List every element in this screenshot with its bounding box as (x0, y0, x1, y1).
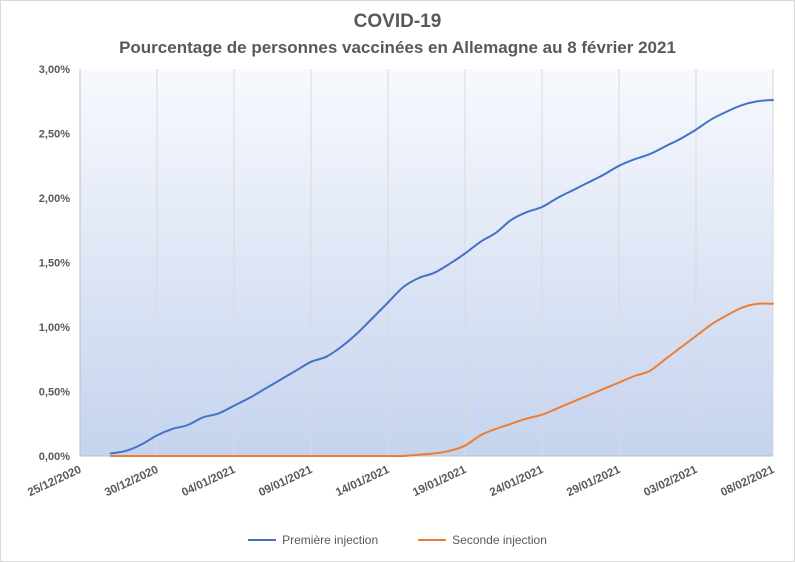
plot-area (80, 69, 773, 456)
x-tick-label: 25/12/2020 (26, 464, 83, 499)
legend-swatch-seconde (418, 539, 447, 541)
chart-subtitle: Pourcentage de personnes vaccinées en Al… (119, 38, 676, 57)
x-tick-label: 14/01/2021 (334, 464, 392, 499)
legend-label-seconde: Seconde injection (452, 533, 547, 547)
x-axis: 25/12/2020 30/12/2020 04/01/2021 09/01/2021… (26, 464, 777, 499)
legend: Première injection Seconde injection (1, 533, 794, 547)
y-axis: 0,00% 0,50% 1,00% 1,50% 2,00% 2,50% 3,00% (39, 64, 70, 463)
x-tick-label: 30/12/2020 (103, 464, 160, 499)
x-tick-label: 24/01/2021 (488, 464, 546, 499)
x-tick-label: 03/02/2021 (642, 464, 700, 499)
legend-item-premiere: Première injection (248, 533, 378, 547)
x-tick-label: 19/01/2021 (411, 464, 469, 499)
legend-swatch-premiere (248, 539, 277, 541)
x-tick-label: 08/02/2021 (719, 464, 777, 499)
series-lines (109, 99, 774, 458)
y-tick-label: 2,50% (39, 129, 70, 141)
y-tick-label: 0,50% (39, 387, 70, 399)
x-tick-label: 09/01/2021 (257, 464, 315, 499)
chart-title: COVID-19 (353, 11, 442, 32)
line-chart: 0,00% 0,50% 1,00% 1,50% 2,00% 2,50% 3,00% 25/1… (26, 64, 777, 499)
x-tick-label: 29/01/2021 (565, 464, 623, 499)
series-line-premiere-injection (109, 99, 774, 455)
y-tick-label: 1,00% (39, 322, 70, 334)
series-line-seconde-injection (109, 302, 774, 458)
y-tick-label: 0,00% (39, 451, 70, 463)
y-tick-label: 1,50% (39, 258, 70, 270)
legend-item-seconde: Seconde injection (418, 533, 547, 547)
x-tick-label: 04/01/2021 (180, 464, 238, 499)
y-tick-label: 3,00% (39, 64, 70, 76)
legend-label-premiere: Première injection (282, 533, 379, 547)
y-tick-label: 2,00% (39, 193, 70, 205)
